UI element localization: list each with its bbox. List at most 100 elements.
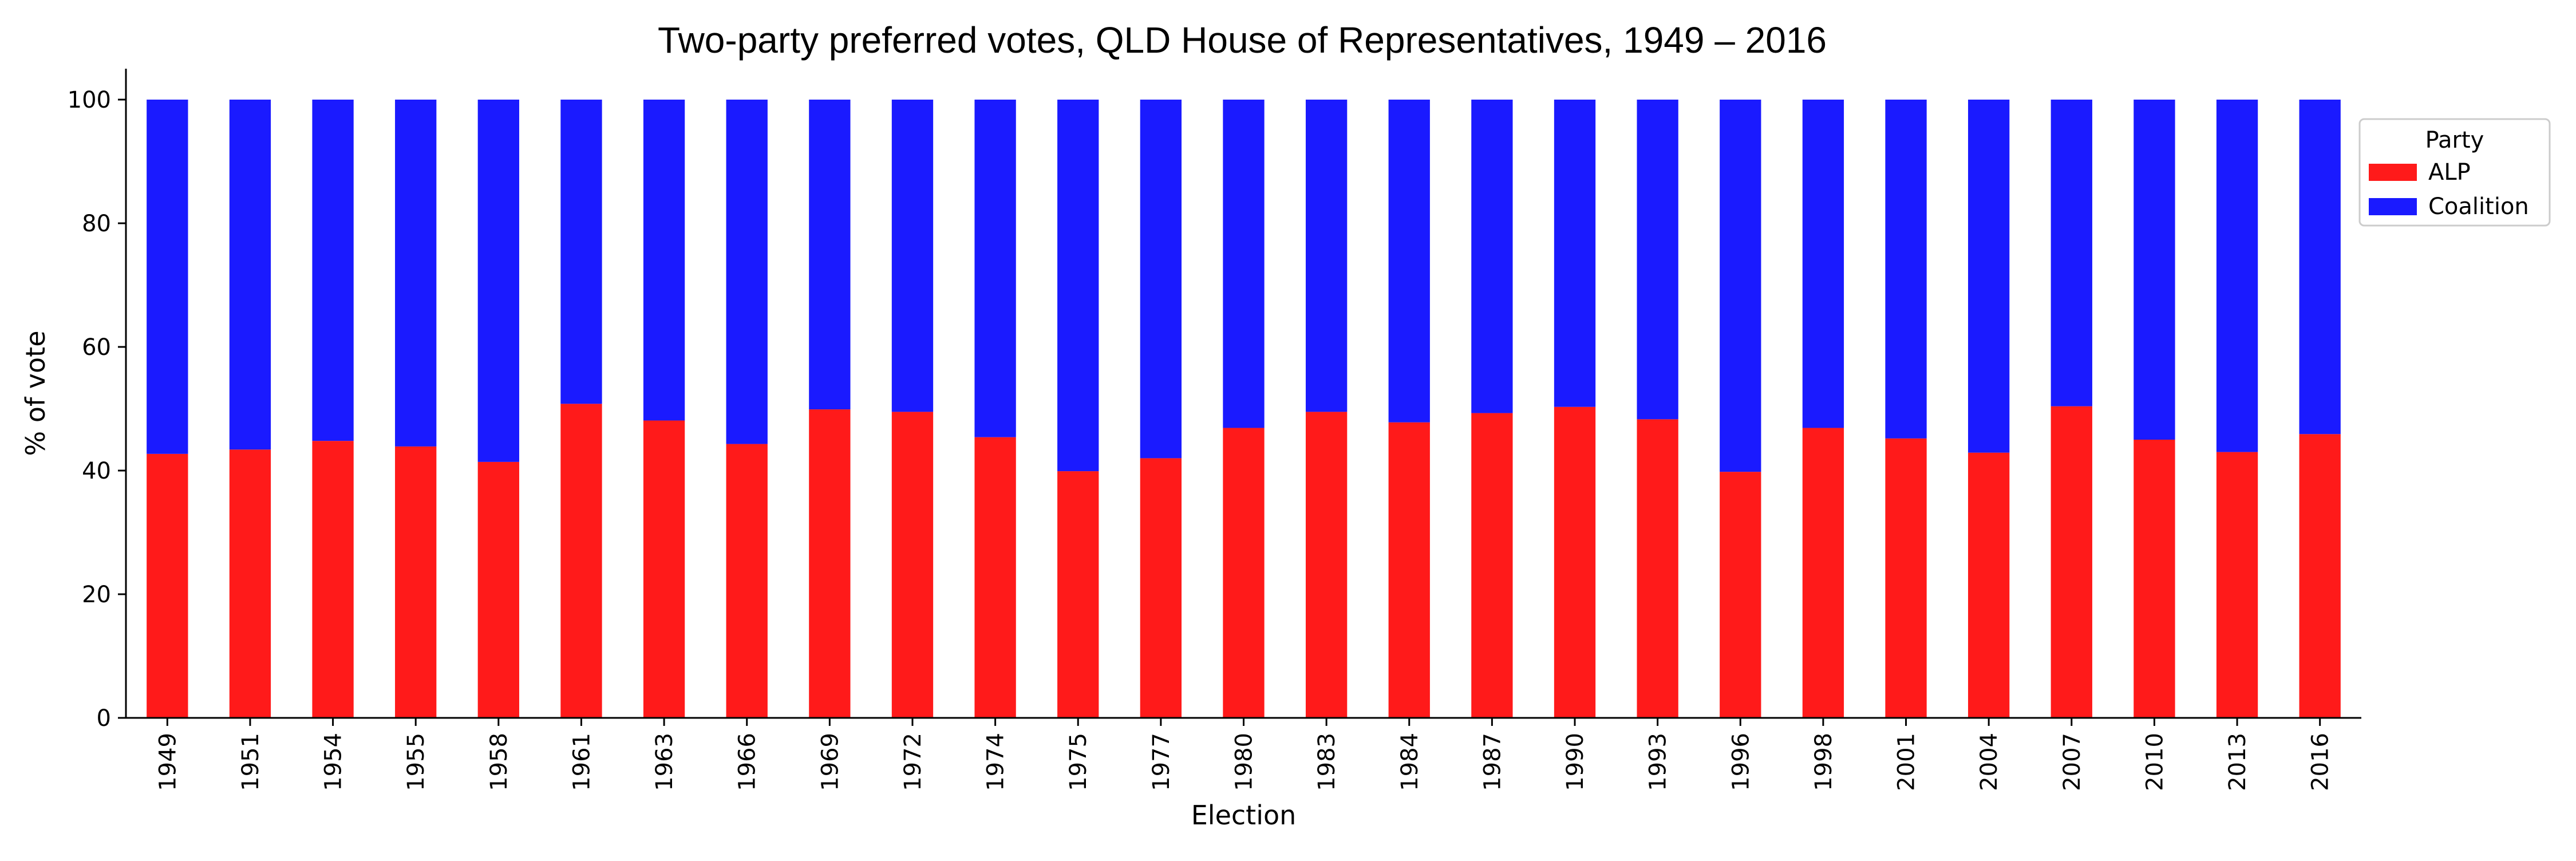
x-tick-label: 2013 xyxy=(2225,733,2251,791)
bar-alp-1954 xyxy=(312,441,354,718)
bar-coalition-2016 xyxy=(2299,100,2341,435)
x-tick-label: 1987 xyxy=(1479,733,1506,791)
x-tick-label: 1984 xyxy=(1397,733,1423,791)
bar-alp-1983 xyxy=(1305,412,1348,718)
bar-alp-1977 xyxy=(1140,458,1182,718)
y-tick-label: 80 xyxy=(82,211,111,237)
bar-coalition-1998 xyxy=(1802,100,1844,428)
bar-alp-1969 xyxy=(809,409,851,718)
bar-coalition-2013 xyxy=(2216,100,2258,452)
x-tick-label: 1993 xyxy=(1645,733,1672,791)
x-tick-label: 1980 xyxy=(1231,733,1258,791)
x-tick-label: 2010 xyxy=(2142,733,2168,791)
x-tick-label: 1966 xyxy=(734,733,761,791)
x-tick-label: 1998 xyxy=(1811,733,1837,791)
bar-coalition-1966 xyxy=(726,100,768,444)
bar-alp-1966 xyxy=(726,444,768,718)
legend-title: Party xyxy=(2425,127,2484,153)
y-tick-label: 40 xyxy=(82,458,111,484)
bar-alp-1975 xyxy=(1057,471,1099,718)
bar-coalition-1990 xyxy=(1554,100,1596,407)
bar-alp-1990 xyxy=(1554,406,1596,718)
x-ticks-group: 1949 1951 1954 1955 1958 1961 1963 1966 1969 1972… xyxy=(155,718,2334,791)
x-tick-label: 1955 xyxy=(403,733,429,791)
bar-alp-1974 xyxy=(974,437,1016,718)
y-tick-label: 60 xyxy=(82,334,111,361)
x-tick-label: 1972 xyxy=(900,733,926,791)
chart-title: Two-party preferred votes, QLD House of … xyxy=(658,19,1827,61)
bar-alp-1958 xyxy=(477,461,519,718)
bar-coalition-1996 xyxy=(1720,100,1761,472)
x-axis-label: Election xyxy=(1191,800,1297,831)
x-tick-label: 1954 xyxy=(321,733,347,791)
bar-alp-1949 xyxy=(147,453,188,718)
x-tick-label: 1969 xyxy=(817,733,843,791)
bar-coalition-1977 xyxy=(1140,100,1182,459)
bar-coalition-1951 xyxy=(229,100,271,450)
legend-items: ALP Coalition xyxy=(2369,159,2529,220)
bar-coalition-1954 xyxy=(312,100,354,441)
legend-swatch-coalition xyxy=(2369,198,2417,215)
bar-alp-1980 xyxy=(1223,428,1265,718)
y-tick-label: 20 xyxy=(82,582,111,608)
bar-coalition-2007 xyxy=(2050,100,2092,406)
y-tick-label: 0 xyxy=(97,705,111,732)
bar-coalition-1987 xyxy=(1471,100,1513,413)
x-tick-label: 1949 xyxy=(155,733,181,791)
bar-coalition-2010 xyxy=(2134,100,2175,440)
bar-coalition-1969 xyxy=(809,100,851,410)
bar-alp-2004 xyxy=(1968,452,2010,718)
bar-alp-1984 xyxy=(1388,422,1430,718)
y-tick-label: 100 xyxy=(68,87,111,113)
bar-alp-2007 xyxy=(2050,406,2092,718)
bar-alp-2016 xyxy=(2299,434,2341,718)
x-tick-label: 1990 xyxy=(1562,733,1589,791)
bar-coalition-1963 xyxy=(643,100,685,421)
x-tick-label: 1974 xyxy=(983,733,1009,791)
legend-label-coalition: Coalition xyxy=(2428,193,2529,220)
bar-coalition-1961 xyxy=(560,100,602,404)
bar-alp-1955 xyxy=(395,446,437,718)
bar-coalition-1984 xyxy=(1388,100,1430,422)
legend-swatch-alp xyxy=(2369,164,2417,181)
y-ticks-group: 0 20 40 60 80 100 xyxy=(68,87,126,732)
bar-coalition-1972 xyxy=(891,100,934,412)
bar-alp-1987 xyxy=(1471,413,1513,718)
bar-alp-1963 xyxy=(643,420,685,718)
bar-coalition-1955 xyxy=(395,100,437,447)
x-tick-label: 1951 xyxy=(238,733,264,791)
x-tick-label: 2016 xyxy=(2308,733,2334,791)
y-axis-label: % of vote xyxy=(20,331,51,456)
bar-alp-1961 xyxy=(560,404,602,718)
bar-coalition-2001 xyxy=(1885,100,1927,439)
bar-coalition-1983 xyxy=(1305,100,1348,412)
bar-coalition-2004 xyxy=(1968,100,2010,453)
bar-alp-1993 xyxy=(1637,419,1678,718)
bar-coalition-1958 xyxy=(477,100,519,462)
x-tick-label: 1961 xyxy=(568,733,595,791)
bar-coalition-1974 xyxy=(974,100,1016,437)
bar-alp-2001 xyxy=(1885,438,1927,718)
x-tick-label: 1963 xyxy=(651,733,678,791)
legend-label-alp: ALP xyxy=(2428,159,2471,185)
legend: Party ALP Coalition xyxy=(2358,118,2551,227)
x-tick-label: 1983 xyxy=(1314,733,1340,791)
bar-coalition-1993 xyxy=(1637,100,1678,420)
x-tick-label: 1958 xyxy=(486,733,512,791)
x-tick-label: 1996 xyxy=(1728,733,1754,791)
x-tick-label: 2001 xyxy=(1894,733,1920,791)
bar-coalition-1949 xyxy=(147,100,188,454)
bar-alp-1998 xyxy=(1802,428,1844,718)
x-tick-label: 2007 xyxy=(2059,733,2085,791)
bar-alp-2013 xyxy=(2216,452,2258,718)
x-tick-label: 1975 xyxy=(1065,733,1092,791)
bar-alp-2010 xyxy=(2134,440,2175,718)
bar-alp-1951 xyxy=(229,449,271,718)
bars-group xyxy=(147,100,2341,718)
bar-coalition-1975 xyxy=(1057,100,1099,472)
bar-coalition-1980 xyxy=(1223,100,1265,428)
x-tick-label: 2004 xyxy=(1976,733,2002,791)
x-tick-label: 1977 xyxy=(1148,733,1175,791)
